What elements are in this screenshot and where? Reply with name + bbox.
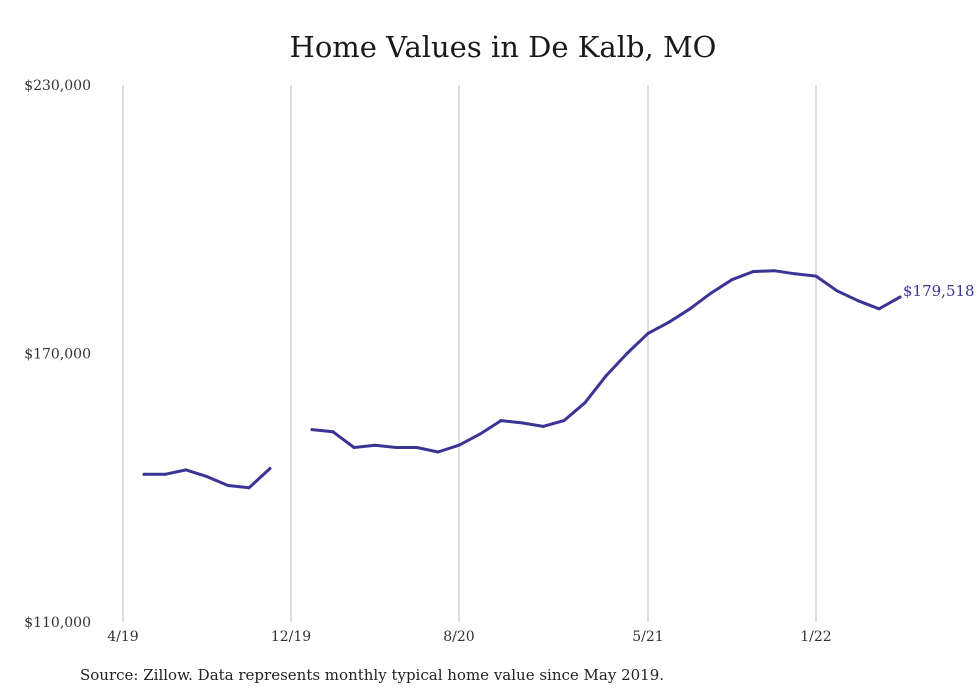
data-point	[184, 468, 188, 472]
data-point	[835, 289, 839, 293]
chart-title: Home Values in De Kalb, MO	[289, 30, 717, 64]
x-tick-label: 1/22	[800, 629, 831, 645]
data-point	[331, 430, 335, 434]
y-tick-label: $110,000	[24, 615, 91, 631]
data-point	[457, 443, 461, 447]
data-point	[772, 269, 776, 273]
data-point	[667, 320, 671, 324]
data-point	[226, 484, 230, 488]
data-point	[205, 475, 209, 479]
data-point	[625, 352, 629, 355]
y-tick-label: $170,000	[24, 347, 91, 363]
x-tick-label: 12/19	[271, 629, 311, 645]
series-line-segment	[310, 269, 902, 454]
x-tick-label: 8/20	[443, 629, 474, 645]
data-point	[562, 419, 566, 423]
data-point	[310, 428, 314, 432]
axis-labels: 4/19 12/19 8/20 5/21 1/22 $230,000 $170,000 $11…	[24, 78, 832, 645]
y-tick-label: $230,000	[24, 78, 91, 94]
data-point	[373, 443, 377, 447]
data-point	[898, 295, 902, 299]
data-point	[268, 467, 272, 471]
data-point	[352, 445, 356, 449]
data-point	[604, 374, 608, 378]
data-labels: $179,518	[903, 282, 975, 300]
data-point	[247, 486, 251, 490]
data-point	[709, 291, 713, 295]
data-point	[814, 274, 818, 278]
data-point	[541, 424, 545, 428]
data-point	[751, 270, 755, 274]
end-value-label: $179,518	[903, 282, 975, 300]
data-point	[478, 432, 482, 436]
data-point	[520, 421, 524, 425]
data-point	[646, 331, 650, 335]
data-point	[793, 272, 797, 276]
data-point	[730, 278, 734, 282]
data-point	[877, 307, 881, 311]
data-point	[436, 450, 440, 454]
source-note: Source: Zillow. Data represents monthly …	[80, 666, 665, 684]
x-tick-label: 4/19	[107, 629, 138, 645]
data-point	[856, 299, 860, 303]
data-point	[688, 307, 692, 311]
series-lines	[142, 269, 902, 490]
data-point	[394, 445, 398, 449]
x-tick-label: 5/21	[632, 629, 663, 645]
series-line-segment	[142, 467, 272, 490]
gridlines	[122, 85, 817, 622]
data-point	[142, 472, 146, 476]
data-point	[583, 401, 587, 405]
data-point	[163, 472, 167, 476]
data-point	[499, 419, 503, 423]
data-point	[415, 445, 419, 449]
